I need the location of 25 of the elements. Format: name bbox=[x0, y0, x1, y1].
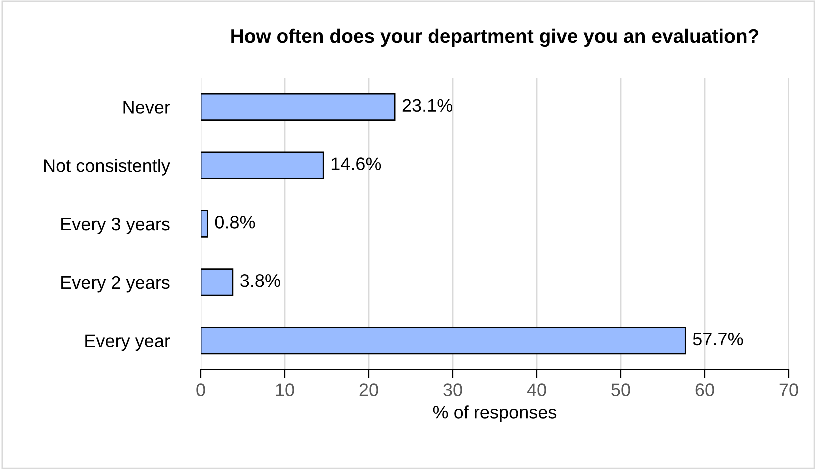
y-tick-label: Every 3 years bbox=[62, 218, 170, 234]
bar bbox=[201, 326, 686, 355]
x-axis-title: % of responses bbox=[433, 406, 557, 422]
bar bbox=[201, 152, 324, 180]
x-tick-label: 30 bbox=[444, 384, 462, 396]
x-tick-label: 60 bbox=[696, 384, 714, 396]
y-tick-label: Every year bbox=[86, 334, 170, 352]
x-tick-label: 70 bbox=[780, 384, 798, 396]
data-label: 0.8% bbox=[215, 216, 256, 229]
x-tick-label: 40 bbox=[527, 384, 546, 396]
data-label: 14.6% bbox=[332, 158, 382, 170]
data-label: 23.1% bbox=[402, 99, 453, 112]
x-tick-label: 10 bbox=[276, 384, 294, 396]
y-tick-label: Every 2 years bbox=[62, 276, 170, 293]
x-tick-label: 20 bbox=[360, 384, 378, 396]
x-tick-label: 0 bbox=[196, 384, 206, 396]
chart-title: How often does your department give you an evaluation? bbox=[232, 28, 759, 48]
data-label: 3.8% bbox=[240, 274, 280, 288]
y-tick-label: Not consistently bbox=[44, 159, 170, 176]
y-tick-label: Never bbox=[124, 101, 170, 114]
x-tick-label: 50 bbox=[612, 384, 630, 396]
bar bbox=[201, 210, 208, 238]
bar bbox=[201, 93, 396, 122]
bar bbox=[201, 268, 234, 296]
data-label: 57.7% bbox=[693, 332, 744, 346]
